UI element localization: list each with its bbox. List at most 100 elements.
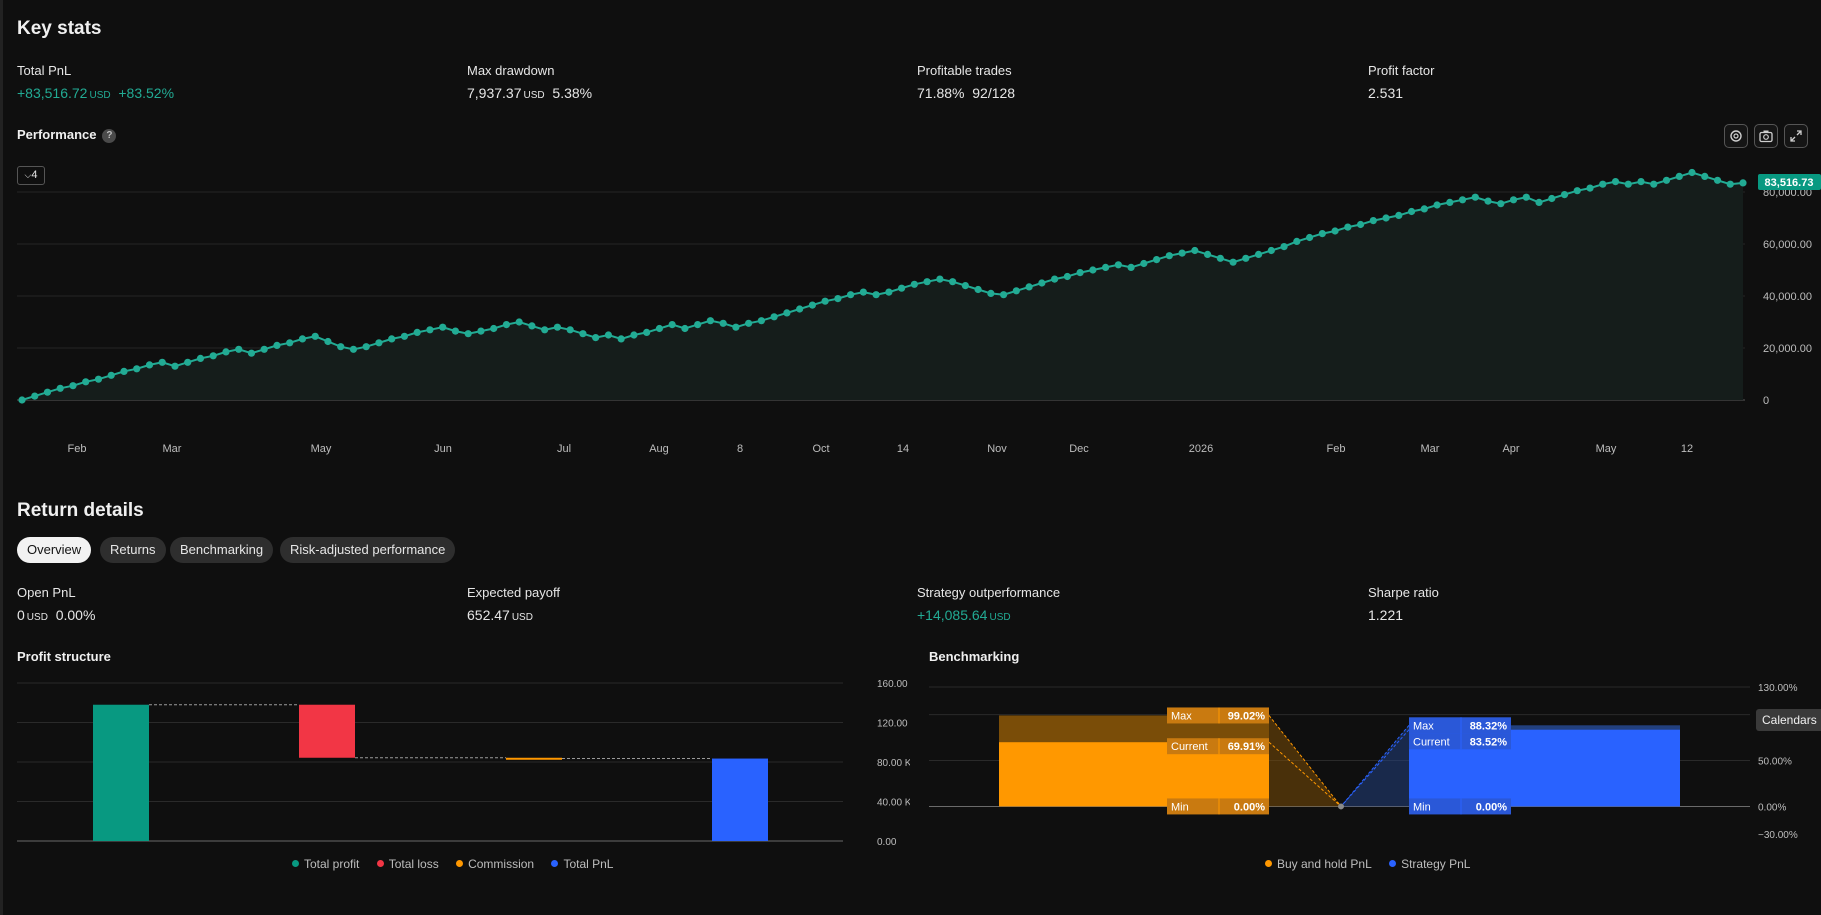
data-point bbox=[745, 319, 753, 327]
performance-x-ticks: Feb Mar May Jun Jul Aug 8 Oct 14 Nov Dec 2026 Feb Mar… bbox=[68, 443, 1694, 455]
data-point bbox=[1101, 263, 1110, 271]
open-pnl-pct: 0.00% bbox=[55, 607, 96, 623]
x-tick-label: Jul bbox=[557, 443, 571, 455]
data-point bbox=[1127, 263, 1135, 271]
data-point bbox=[847, 291, 855, 299]
calendars-button[interactable]: Calendars bbox=[1756, 709, 1821, 731]
data-point bbox=[1165, 252, 1173, 260]
question-icon[interactable]: ? bbox=[102, 129, 117, 143]
expected-payoff-value: 652.47 USD bbox=[467, 607, 533, 623]
data-point bbox=[260, 345, 268, 353]
pivot-point bbox=[1338, 803, 1344, 810]
x-tick-label: May bbox=[1596, 443, 1617, 455]
data-point bbox=[247, 349, 256, 357]
open-pnl-label: Open PnL bbox=[17, 585, 76, 600]
data-point bbox=[1229, 258, 1237, 266]
tab-returns[interactable]: Returns bbox=[100, 537, 166, 563]
sharpe-ratio-label: Sharpe ratio bbox=[1368, 585, 1439, 600]
data-point bbox=[1012, 287, 1020, 295]
range-connector-current bbox=[1268, 741, 1342, 807]
camera-icon[interactable] bbox=[1754, 124, 1778, 148]
open-pnl-currency: USD bbox=[26, 612, 48, 623]
label-max-name: Max bbox=[1171, 710, 1192, 722]
profitable-trades-pct: 71.88% bbox=[917, 85, 965, 101]
data-point bbox=[885, 288, 893, 296]
data-point bbox=[706, 317, 715, 325]
sharpe-ratio-value: 1.221 bbox=[1368, 607, 1404, 623]
y-tick-label: 40.00 K bbox=[877, 798, 910, 809]
performance-title: Performance? bbox=[17, 127, 117, 143]
data-point bbox=[910, 280, 918, 288]
tab-risk-adjusted-performance[interactable]: Risk-adjusted performance bbox=[280, 537, 456, 563]
legend-total-profit: Total profit bbox=[292, 857, 359, 871]
label-box-min bbox=[1409, 798, 1511, 815]
data-point bbox=[1548, 194, 1556, 203]
data-point bbox=[324, 337, 332, 346]
data-point bbox=[1688, 168, 1696, 177]
settings-icon[interactable] bbox=[1724, 124, 1748, 148]
x-tick-label: Feb bbox=[1327, 443, 1346, 455]
tab-overview[interactable]: Overview bbox=[17, 537, 92, 563]
legend-total-profit-text: Total profit bbox=[304, 857, 360, 871]
data-point bbox=[1267, 246, 1275, 255]
data-point bbox=[1739, 179, 1747, 187]
data-point bbox=[1535, 198, 1543, 206]
benchmarking-y-ticks: 130.00% 50.00% 0.00% −30.00% bbox=[1758, 683, 1798, 841]
bar-total-profit bbox=[93, 704, 149, 841]
y-tick-label: 50.00% bbox=[1758, 757, 1792, 768]
x-tick-label: Aug bbox=[649, 443, 669, 455]
data-point bbox=[1650, 180, 1658, 188]
tab-benchmarking[interactable]: Benchmarking bbox=[170, 537, 274, 563]
zoom-selector[interactable]: ⌵4 bbox=[17, 166, 45, 185]
data-point bbox=[311, 332, 319, 340]
data-point bbox=[719, 319, 727, 327]
legend-dot bbox=[1389, 860, 1397, 867]
data-point bbox=[400, 332, 409, 340]
data-point bbox=[541, 326, 549, 334]
max-drawdown-pct: 5.38% bbox=[552, 85, 593, 101]
data-point bbox=[1637, 178, 1645, 186]
range-connector-max bbox=[1268, 715, 1342, 807]
strategy-outperformance-value: +14,085.64 USD bbox=[917, 607, 1011, 623]
label-min-name: Min bbox=[1413, 801, 1431, 813]
y-tick-label: 0 bbox=[1763, 395, 1769, 407]
label-min-name: Min bbox=[1171, 801, 1189, 813]
performance-line bbox=[21, 171, 1744, 401]
data-point bbox=[681, 324, 689, 333]
data-point bbox=[1178, 249, 1186, 257]
benchmarking-legend: Buy and hold PnL Strategy PnL bbox=[1265, 857, 1484, 871]
label-box-min bbox=[1167, 798, 1269, 815]
y-tick-label: 60,000.00 bbox=[1763, 239, 1812, 251]
open-pnl-value: 0 USD 0.00% bbox=[17, 607, 95, 623]
data-point bbox=[1573, 187, 1581, 195]
data-point bbox=[1713, 176, 1722, 184]
data-point bbox=[426, 326, 434, 334]
data-point bbox=[490, 324, 498, 333]
max-drawdown-value: 7,937.37 USD 5.38% bbox=[467, 85, 592, 101]
strategy-outperformance-currency: USD bbox=[989, 612, 1011, 623]
return-details-title: Return details bbox=[17, 500, 144, 521]
data-point bbox=[604, 331, 613, 339]
data-point bbox=[1344, 223, 1352, 231]
chevron-down-icon: ⌵ bbox=[24, 170, 32, 180]
data-point bbox=[1242, 254, 1250, 262]
label-max-value: 99.02% bbox=[1228, 710, 1266, 722]
data-point bbox=[757, 317, 765, 325]
data-point bbox=[1063, 272, 1071, 281]
data-point bbox=[1675, 172, 1683, 180]
expand-icon[interactable] bbox=[1784, 124, 1808, 148]
data-point bbox=[1726, 180, 1734, 188]
y-tick-label: 160.00 K bbox=[877, 679, 910, 690]
total-pnl-currency: USD bbox=[89, 90, 111, 101]
profit-structure-legend: Total profit Total loss Commission Total… bbox=[292, 857, 627, 871]
data-point bbox=[375, 339, 383, 347]
data-point bbox=[120, 367, 128, 375]
data-point bbox=[235, 345, 243, 353]
y-tick-label: 130.00% bbox=[1758, 683, 1798, 694]
y-tick-label: 80.00 K bbox=[877, 758, 910, 769]
data-point bbox=[655, 324, 664, 333]
data-point bbox=[987, 289, 995, 297]
data-point bbox=[18, 396, 26, 404]
data-point bbox=[859, 288, 867, 296]
